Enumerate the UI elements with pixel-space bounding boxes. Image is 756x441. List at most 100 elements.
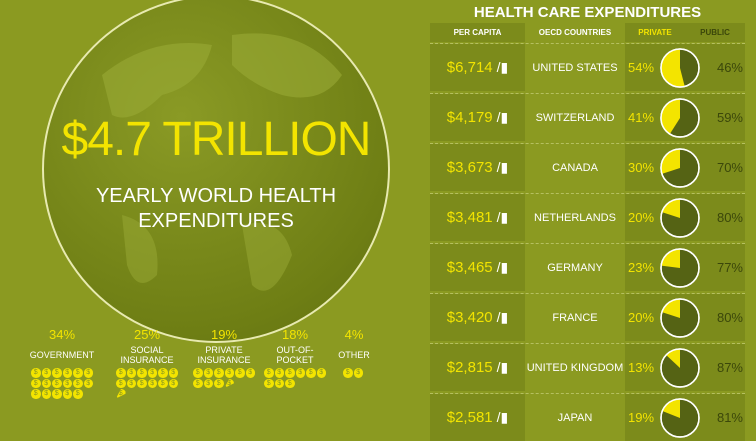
coin-group: $ $ $ $ $ $ $ $ $ $ $ $ $ $ $ $ $ <box>31 368 93 399</box>
per-capita-value: $3,673 <box>446 159 493 176</box>
public-percent: 59% <box>716 110 743 125</box>
coin-icon: $ <box>31 368 41 378</box>
country-name: UNITED KINGDOM <box>526 361 624 374</box>
header-private: PRIVATE <box>625 23 685 42</box>
coin-icon: $ <box>73 378 83 388</box>
coin-icon: $ <box>137 378 147 388</box>
person-icon: /▮ <box>496 159 509 175</box>
person-icon: /▮ <box>496 409 509 425</box>
coin-icon: $ <box>235 368 245 378</box>
per-capita-value: $3,465 <box>446 259 493 276</box>
coin-icon: $ <box>41 368 51 378</box>
category-percent: 18% <box>281 327 309 342</box>
country-name: NETHERLANDS <box>534 211 616 224</box>
coin-icon: $ <box>62 389 72 399</box>
split-cell: 13% 87% <box>625 344 745 391</box>
per-capita-cell: $6,714/▮ <box>430 44 525 91</box>
coin-icon: $ <box>126 368 136 378</box>
coin-icon: $ <box>264 368 274 378</box>
private-percent: 20% <box>628 310 655 325</box>
split-cell: 23% 77% <box>625 244 745 291</box>
per-capita-value: $4,179 <box>446 109 493 126</box>
person-icon: /▮ <box>496 259 509 275</box>
country-name: GERMANY <box>547 261 603 274</box>
coin-icon: $ <box>306 368 316 378</box>
table-title: HEALTH CARE EXPENDITURES <box>473 4 702 21</box>
caption-line-2: EXPENDITURES <box>138 210 294 232</box>
split-cell: 54% 46% <box>625 44 745 91</box>
private-public-pie <box>660 148 700 188</box>
per-capita-cell: $2,815/▮ <box>430 344 525 391</box>
public-percent: 77% <box>716 260 743 275</box>
per-capita-value: $3,420 <box>446 309 493 326</box>
per-capita-value: $2,581 <box>446 409 493 426</box>
coin-icon: $ <box>295 368 305 378</box>
category-percent: 19% <box>210 327 238 342</box>
private-slice <box>661 299 680 318</box>
split-cell: 30% 70% <box>625 144 745 191</box>
header-per-capita: PER CAPITA <box>430 23 525 42</box>
coin-icon: $ <box>274 368 284 378</box>
private-percent: 20% <box>628 210 655 225</box>
per-capita-cell: $3,465/▮ <box>430 244 525 291</box>
coin-icon: $ <box>285 378 295 388</box>
coin-icon: $ <box>353 368 363 378</box>
private-slice <box>661 149 680 174</box>
public-percent: 70% <box>716 160 743 175</box>
split-cell: 19% 81% <box>625 394 745 441</box>
country-name: FRANCE <box>552 311 598 324</box>
category-0: 34% GOVERNMENT $ $ $ $ $ $ $ $ $ $ $ $ $ $ $ $ $ <box>20 327 104 399</box>
coin-icon: $ <box>214 368 224 378</box>
private-percent: 30% <box>628 160 655 175</box>
private-slice <box>661 199 680 218</box>
country-name: SWITZERLAND <box>535 111 615 124</box>
globe-illustration <box>42 0 390 343</box>
per-capita-value: $3,481 <box>446 209 493 226</box>
category-4: 4% OTHER $ $ <box>332 327 376 378</box>
coin-icon: $ <box>73 389 83 399</box>
coin-icon: $ <box>126 378 136 388</box>
person-icon: /▮ <box>496 309 509 325</box>
public-percent: 80% <box>716 310 743 325</box>
per-capita-cell: $3,673/▮ <box>430 144 525 191</box>
continents-graphic <box>102 33 342 291</box>
coin-icon: $ <box>224 378 234 388</box>
coin-icon: $ <box>203 368 213 378</box>
private-slice <box>661 99 680 135</box>
coin-group: $ $ $ $ $ $ $ $ $ $ <box>193 368 255 388</box>
table-row: $3,420/▮ FRANCE 20% 80% <box>430 293 745 341</box>
person-icon: /▮ <box>496 359 509 375</box>
per-capita-value: $6,714 <box>446 59 493 76</box>
coin-icon: $ <box>168 368 178 378</box>
caption-line-1: YEARLY WORLD HEALTH <box>95 185 337 207</box>
hero-caption: YEARLY WORLD HEALTH EXPENDITURES <box>42 184 390 234</box>
private-slice <box>661 49 685 87</box>
coin-icon: $ <box>193 378 203 388</box>
private-public-pie <box>660 398 700 438</box>
table-row: $2,815/▮ UNITED KINGDOM 13% 87% <box>430 343 745 391</box>
private-public-pie <box>660 298 700 338</box>
category-1: 25% SOCIAL INSURANCE $ $ $ $ $ $ $ $ $ $ $ $ $ <box>108 327 186 399</box>
coin-icon: $ <box>116 389 126 399</box>
category-label: OTHER <box>338 350 370 360</box>
private-public-pie <box>660 348 700 388</box>
private-percent: 13% <box>628 360 655 375</box>
table-row: $3,481/▮ NETHERLANDS 20% 80% <box>430 193 745 241</box>
coin-icon: $ <box>285 368 295 378</box>
person-icon: /▮ <box>496 109 509 125</box>
coin-icon: $ <box>193 368 203 378</box>
table-row: $3,465/▮ GERMANY 23% 77% <box>430 243 745 291</box>
coin-icon: $ <box>137 368 147 378</box>
header-countries: OECD COUNTRIES <box>538 28 612 37</box>
coin-icon: $ <box>274 378 284 388</box>
private-percent: 41% <box>628 110 655 125</box>
category-percent: 34% <box>48 327 76 342</box>
coin-icon: $ <box>245 368 255 378</box>
private-public-pie <box>660 48 700 88</box>
private-slice <box>662 399 680 418</box>
private-public-pie <box>660 98 700 138</box>
coin-icon: $ <box>52 389 62 399</box>
category-percent: 4% <box>344 327 364 342</box>
per-capita-cell: $3,420/▮ <box>430 294 525 341</box>
per-capita-cell: $2,581/▮ <box>430 394 525 441</box>
